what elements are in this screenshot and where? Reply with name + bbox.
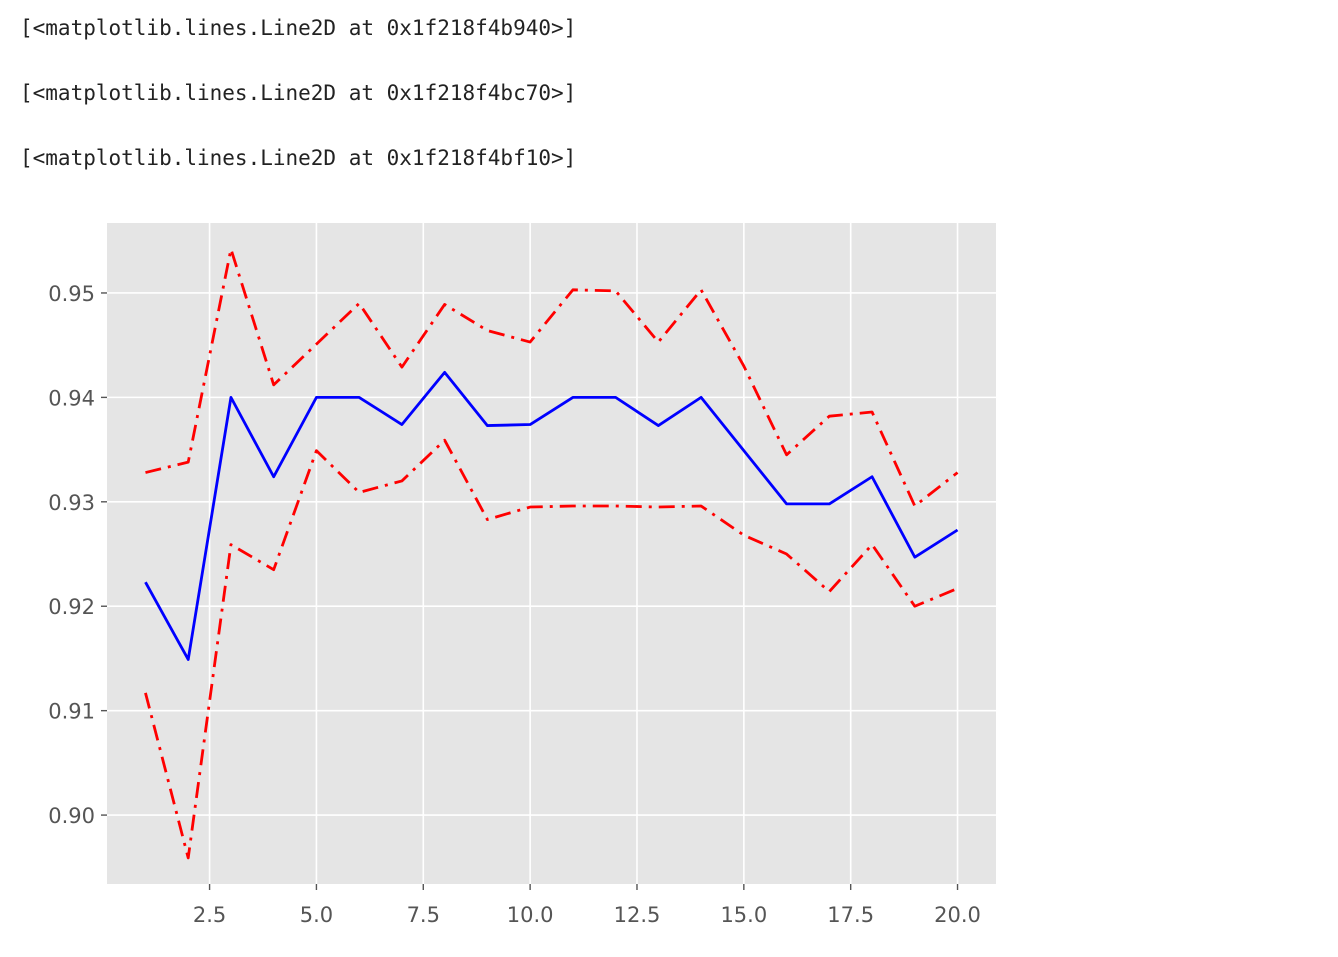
x-tick-label: 20.0 [934, 903, 981, 927]
y-tick-label: 0.94 [48, 386, 95, 410]
y-tick-label: 0.92 [48, 595, 95, 619]
x-tick-label: 5.0 [300, 903, 333, 927]
plot-area [107, 223, 996, 884]
x-tick-label: 12.5 [614, 903, 661, 927]
x-tick-label: 15.0 [720, 903, 767, 927]
x-tick-label: 17.5 [827, 903, 874, 927]
output-line-2: [<matplotlib.lines.Line2D at 0x1f218f4bc… [20, 81, 577, 105]
y-tick-label: 0.90 [48, 804, 95, 828]
y-tick-label: 0.93 [48, 491, 95, 515]
series-line-3 [144, 438, 959, 860]
y-tick-label: 0.95 [48, 282, 95, 306]
output-line-1: [<matplotlib.lines.Line2D at 0x1f218f4b9… [20, 16, 577, 40]
output-line-3: [<matplotlib.lines.Line2D at 0x1f218f4bf… [20, 146, 577, 170]
x-tick-label: 2.5 [193, 903, 226, 927]
x-tick-label: 10.0 [507, 903, 554, 927]
x-tick-label: 7.5 [407, 903, 440, 927]
series-line-1 [144, 370, 959, 661]
y-tick-label: 0.91 [48, 700, 95, 724]
series-line-2 [145, 247, 959, 508]
